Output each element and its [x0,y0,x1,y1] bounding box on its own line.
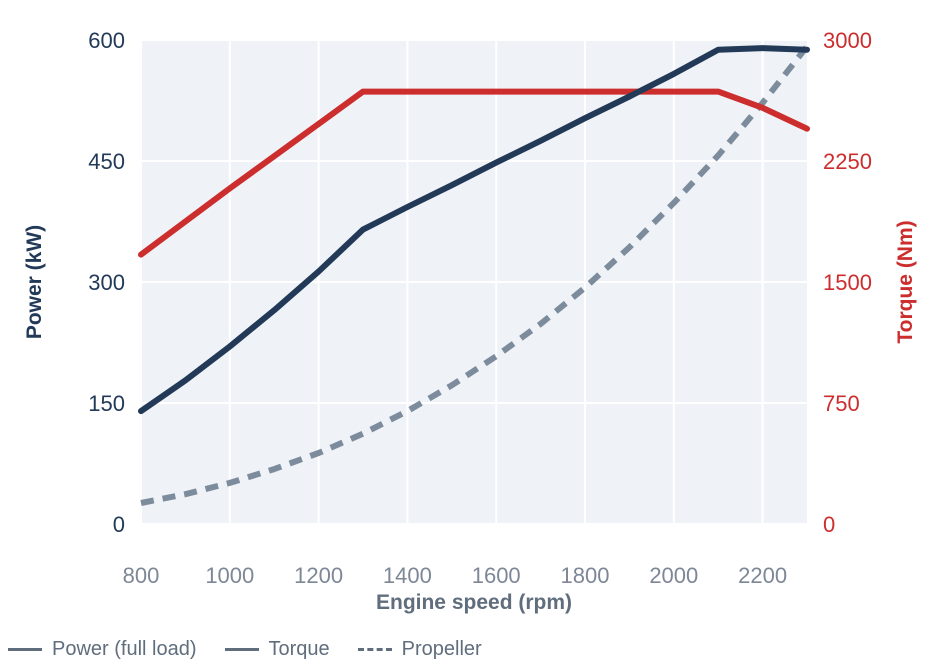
legend: Power (full load) Torque Propeller [8,638,510,661]
x-axis-title: Engine speed (rpm) [376,591,572,614]
legend-label-torque: Torque [268,638,330,660]
x-tick-label: 1200 [294,563,343,588]
series-line-propeller [140,44,810,506]
x-tick-label: 2200 [738,563,787,588]
legend-item-power: Power (full load) [8,638,197,661]
series-line-torque [138,88,810,258]
right-tick-label: 1500 [823,270,872,295]
right-tick-label: 0 [823,512,835,537]
engine-performance-chart: 800 1000 1200 1400 1600 1800 2000 2200 0 150 300 4… [23,28,917,614]
x-tick-label: 2000 [649,563,698,588]
right-axis-ticks: 0 750 1500 2250 3000 [823,28,872,537]
x-tick-label: 1800 [561,563,610,588]
x-axis-ticks: 800 1000 1200 1400 1600 1800 2000 2200 [123,563,787,588]
left-tick-label: 450 [88,149,125,174]
right-tick-label: 2250 [823,149,872,174]
left-axis-ticks: 0 150 300 450 600 [88,28,125,537]
legend-swatch-propeller [357,648,392,651]
series-line-power-full-load [138,45,810,415]
legend-label-propeller: Propeller [401,638,482,660]
left-tick-label: 300 [88,270,125,295]
left-tick-label: 150 [88,391,125,416]
x-tick-label: 1400 [383,563,432,588]
x-tick-label: 1000 [205,563,254,588]
series-lines [138,44,810,506]
left-axis-title: Power (kW) [23,225,46,339]
right-axis-title: Torque (Nm) [894,220,917,343]
right-tick-label: 750 [823,391,860,416]
x-tick-label: 800 [123,563,160,588]
legend-swatch-power [8,648,42,651]
left-tick-label: 0 [113,512,125,537]
legend-swatch-torque [224,648,259,651]
legend-item-propeller: Propeller [357,638,482,661]
legend-item-torque: Torque [224,638,330,661]
left-tick-label: 600 [88,28,125,53]
right-tick-label: 3000 [823,28,872,53]
legend-label-power: Power (full load) [52,638,197,660]
x-tick-label: 1600 [472,563,521,588]
